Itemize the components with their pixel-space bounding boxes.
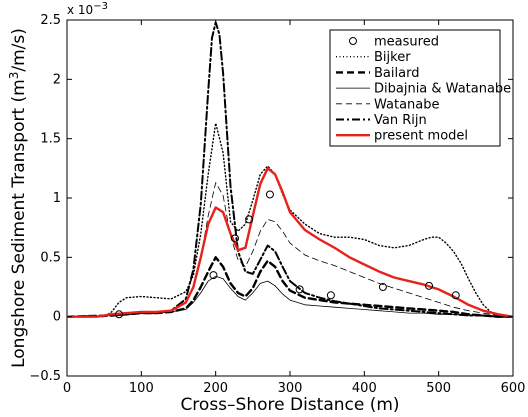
legend-label-present-model: present model [374, 129, 468, 144]
y-axis-title-superscript: 3 [7, 72, 21, 80]
x-tick-label: 500 [426, 381, 451, 396]
series-line-watanabe [67, 182, 513, 318]
legend-label-dibajnia-watanabe: Dibajnia & Watanabe [374, 82, 511, 97]
series-line-van-rijn [67, 21, 513, 318]
legend-label-bijker: Bijker [374, 50, 411, 65]
x-tick-label: 200 [203, 381, 228, 396]
measured-point [245, 215, 254, 224]
y-tick-label: 1.5 [40, 132, 61, 147]
measured-point [265, 190, 274, 199]
series-layer [67, 21, 513, 319]
series-line-bailard [67, 256, 513, 318]
measured-point [295, 285, 304, 294]
x-axis-title: Cross–Shore Distance (m) [180, 395, 399, 415]
y-tick-label: 0 [53, 310, 61, 325]
measured-point [425, 281, 434, 290]
y-tick-label: 2.5 [40, 13, 61, 28]
y-tick-label: 1 [53, 191, 61, 206]
x-tick-label: 400 [352, 381, 377, 396]
y-tick-label: −0.5 [29, 369, 61, 384]
y-scale-exponent: −3 [93, 1, 108, 12]
x-tick-label: 600 [501, 381, 526, 396]
legend-label-van-rijn: Van Rijn [374, 113, 427, 128]
measured-point [378, 283, 387, 291]
x-tick-label: 100 [129, 381, 154, 396]
y-axis-title: Longshore Sediment Transport (m3/m/s) [7, 28, 29, 368]
y-scale-label: x 10−3 [67, 1, 108, 17]
legend-label-bailard: Bailard [374, 66, 419, 81]
y-tick-label: 0.5 [40, 250, 61, 265]
measured-point [451, 291, 460, 300]
measured-point [115, 310, 124, 319]
legend-symbol-measured [349, 37, 357, 45]
measured-point [326, 291, 335, 300]
x-tick-label: 0 [63, 381, 71, 396]
axis-ticks: 0 100 200 300 400 500 600−0.500.511.522.5 [29, 13, 525, 396]
legend-label-watanabe: Watanabe [374, 97, 440, 112]
legend-label-measured: measured [374, 35, 439, 50]
measured-point [230, 234, 239, 243]
measured-point [209, 271, 218, 280]
y-tick-label: 2 [53, 72, 61, 87]
series-line-present-model [67, 167, 513, 318]
x-tick-label: 300 [278, 381, 303, 396]
